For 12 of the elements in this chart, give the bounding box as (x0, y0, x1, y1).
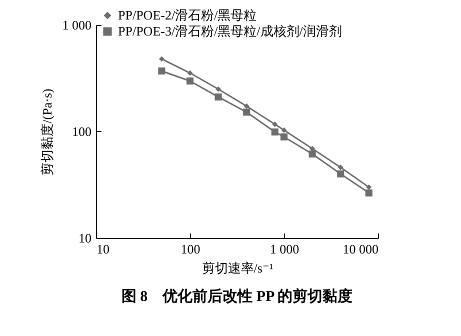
legend-label: PP/POE-2/滑石粉/黑母粒 (118, 8, 257, 22)
y-axis-title: 剪切黏度/(Pa·s) (39, 88, 54, 176)
x-tick-label: 100 (180, 242, 200, 256)
x-tick-label: 10 000 (342, 242, 378, 256)
y-tick-label: 100 (72, 124, 92, 139)
text: 图 8 优化前后改性 PP 的剪切黏度 (121, 287, 353, 305)
y-tick-label: 10 (78, 230, 92, 246)
x-tick-label: 1 000 (270, 242, 300, 256)
y-tick-label: 1 000 (62, 18, 92, 32)
x-axis-title: 剪切速率/s⁻¹ (202, 260, 274, 276)
x-tick-label: 10 (96, 242, 110, 256)
legend-label: PP/POE-3/滑石粉/黑母粒/成核剂/润滑剂 (118, 24, 342, 38)
